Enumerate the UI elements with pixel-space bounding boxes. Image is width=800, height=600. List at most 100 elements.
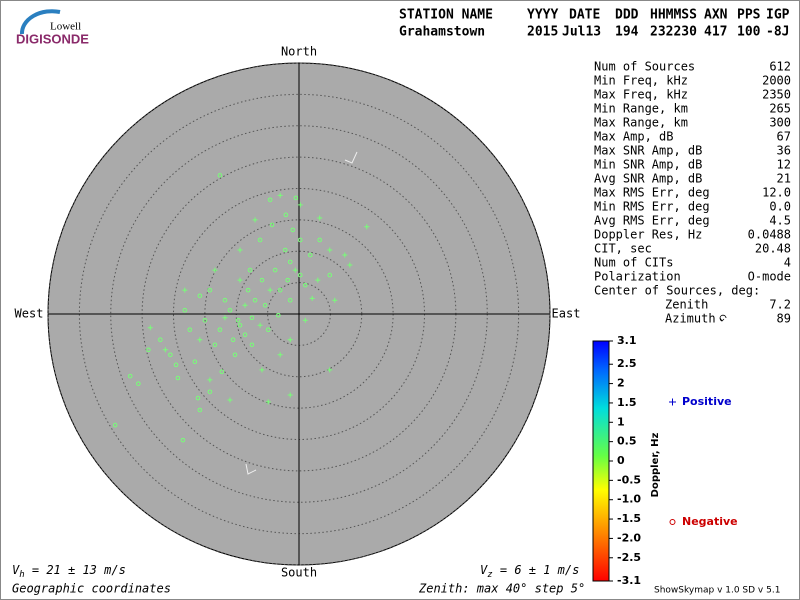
header-label: HHMMSS — [650, 8, 697, 23]
stat-label: Min Freq, kHz — [594, 74, 688, 88]
stat-value: 89 — [777, 312, 791, 326]
source-point — [302, 282, 308, 288]
source-point — [219, 369, 225, 375]
source-point — [230, 337, 236, 343]
source-point — [175, 375, 181, 381]
header-label: DDD — [615, 8, 639, 23]
source-point — [265, 399, 271, 405]
source-point — [180, 437, 186, 443]
source-point — [342, 252, 348, 258]
source-point — [297, 202, 303, 208]
stat-label: Min SNR Amp, dB — [594, 158, 702, 172]
header-label: YYYY — [527, 8, 558, 23]
stat-value: O-mode — [748, 270, 791, 284]
source-point — [364, 224, 370, 230]
source-point — [237, 322, 243, 328]
header-label: AXN — [704, 8, 728, 23]
source-point — [207, 389, 213, 395]
source-point — [232, 352, 238, 358]
source-point — [146, 347, 151, 353]
stat-label: Min Range, km — [594, 102, 688, 116]
colorbar-tick-label: -1.0 — [617, 493, 641, 506]
source-point — [292, 267, 298, 273]
stat-label: Avg SNR Amp, dB — [594, 172, 702, 186]
source-point — [195, 395, 201, 401]
source-point — [212, 342, 218, 348]
stat-label: Zenith — [665, 298, 708, 312]
source-point — [207, 377, 213, 383]
legend-label: Positive — [682, 395, 732, 408]
source-point — [285, 277, 291, 283]
source-point — [327, 367, 333, 373]
source-point — [282, 247, 288, 253]
colorbar-tick-label: 0 — [617, 454, 625, 467]
header-label: PPS — [737, 8, 761, 23]
source-point — [182, 307, 188, 313]
source-point — [347, 262, 353, 268]
logo-bottom: DIGISONDE — [16, 31, 89, 46]
vz-label: Vz = 6 ± 1 m/s — [480, 563, 579, 580]
stat-value: 0.0 — [769, 200, 791, 214]
colorbar — [592, 340, 610, 582]
direction-label: South — [281, 566, 317, 580]
source-point — [287, 337, 293, 343]
stat-label: Min RMS Err, deg — [594, 200, 710, 214]
colorbar-tick-label: 2.5 — [617, 357, 637, 370]
stat-label: Max SNR Amp, dB — [594, 144, 702, 158]
source-point — [277, 287, 283, 293]
source-point — [207, 287, 213, 293]
stat-value: 265 — [769, 102, 791, 116]
source-point — [147, 325, 153, 331]
source-point — [275, 312, 281, 318]
direction-label: West — [15, 307, 44, 321]
source-point — [317, 237, 323, 243]
source-point — [252, 297, 258, 303]
source-point — [235, 317, 241, 323]
stat-label: Max Range, km — [594, 116, 688, 130]
source-point — [302, 317, 308, 323]
source-point — [249, 342, 255, 348]
source-point — [202, 317, 208, 323]
colorbar-tick-label: 1.5 — [617, 396, 637, 409]
colorbar-tick-label: -3.1 — [617, 574, 641, 587]
colorbar-tick-label: 1 — [617, 415, 625, 428]
stat-label: Max RMS Err, deg — [594, 186, 710, 200]
colorbar-label: Doppler, Hz — [650, 433, 661, 498]
source-point — [249, 315, 255, 321]
colorbar-tick-label: 3.1 — [617, 334, 637, 347]
marker — [245, 463, 257, 475]
subscript: h — [19, 570, 24, 580]
header-label: DATE — [569, 8, 600, 23]
source-point — [217, 173, 223, 178]
legend-symbol — [669, 398, 676, 406]
stat-value: 12.0 — [762, 186, 791, 200]
source-point — [173, 362, 179, 368]
source-point — [287, 259, 293, 265]
source-point — [136, 381, 141, 386]
header-value: 232230 — [650, 25, 697, 40]
stat-label: Max Amp, dB — [594, 130, 673, 144]
source-point — [332, 297, 338, 303]
source-point — [237, 277, 243, 283]
source-point — [112, 422, 118, 428]
source-point — [257, 322, 263, 328]
direction-label: North — [281, 45, 317, 59]
header-label: IGP — [766, 8, 790, 23]
legend-label: Negative — [682, 515, 738, 528]
source-point — [287, 392, 293, 398]
stat-label: Num of Sources — [594, 60, 695, 74]
stat-label: Max Freq, kHz — [594, 88, 688, 102]
source-point — [247, 267, 253, 273]
source-point — [245, 287, 251, 293]
version: ShowSkymap v 1.0 SD v 5.1 — [654, 586, 780, 596]
direction-label: East — [552, 307, 581, 321]
header-value: Jul13 — [562, 25, 601, 40]
coordinates-label: Geographic coordinates — [12, 582, 171, 596]
stat-value: 21 — [777, 172, 791, 186]
source-point — [197, 293, 203, 299]
source-point — [327, 247, 333, 253]
source-point — [259, 277, 265, 283]
stat-label: Doppler Res, Hz — [594, 228, 702, 242]
symbol: V — [480, 563, 488, 577]
